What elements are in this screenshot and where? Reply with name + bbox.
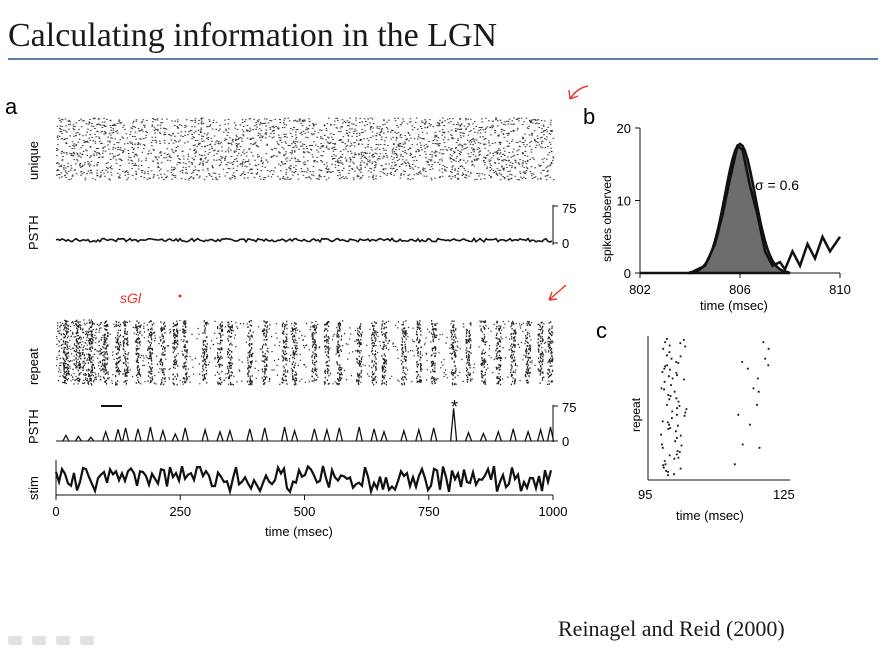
figure: a unique PSTH 75 0 sGl repeat PSTH * 75 … <box>5 85 851 539</box>
psth-peak <box>380 429 388 442</box>
panel-a-x-tick-label: 250 <box>169 504 191 519</box>
repeat-raster <box>56 319 554 386</box>
red-dot <box>178 294 182 298</box>
psth-bottom-tick-label-75: 75 <box>562 400 576 415</box>
psth-bottom-label: PSTH <box>26 409 41 444</box>
panel-c-ylabel: repeat <box>629 397 643 432</box>
unique-label: unique <box>26 141 41 180</box>
psth-peak <box>524 429 532 442</box>
psth-peak <box>246 428 254 442</box>
pen-icon[interactable] <box>32 636 46 645</box>
panel-a-x-tick-label: 1000 <box>539 504 568 519</box>
psth-peak <box>323 427 331 442</box>
psth-peak <box>430 427 438 442</box>
stim-trace <box>54 464 553 496</box>
stim-label: stim <box>26 476 41 500</box>
psth-peak <box>87 436 95 442</box>
panel-c-xtick-95: 95 <box>638 487 652 502</box>
menu-icon[interactable] <box>56 636 70 645</box>
next-slide-icon[interactable] <box>80 636 94 645</box>
psth-peak <box>280 426 289 442</box>
psth-peak <box>400 428 408 442</box>
panel-a-x-tick-label: 750 <box>418 504 440 519</box>
psth-peak <box>370 428 378 442</box>
psth-peak <box>171 432 179 442</box>
panel-a-x-tick-label: 0 <box>52 504 59 519</box>
psth-peak <box>290 428 299 442</box>
psth-peak <box>415 427 423 442</box>
psth-peak <box>536 427 545 442</box>
psth-peak <box>62 434 70 442</box>
psth-peak <box>464 430 473 442</box>
panel-a-label: a <box>5 94 18 119</box>
panel-b-x-tick-label: 802 <box>629 282 651 297</box>
psth-peak <box>181 427 189 442</box>
psth-bottom-tick-label-0: 0 <box>562 434 569 449</box>
psth-peak <box>201 427 209 442</box>
red-arrow-bottom <box>548 284 567 301</box>
psth-peak <box>310 428 319 442</box>
psth-peak <box>449 408 458 442</box>
panel-a-x-tick-label: 500 <box>294 504 316 519</box>
repeat-label: repeat <box>26 348 41 385</box>
panel-b-x-tick-label: 806 <box>729 282 751 297</box>
panel-b-ylabel: spikes observed <box>600 175 614 262</box>
psth-peak <box>216 429 224 442</box>
panel-b-gauss-fill <box>688 142 791 275</box>
panel-c-label: c <box>596 318 607 343</box>
psth-peak <box>134 428 142 442</box>
panel-b-x-tick-label: 810 <box>829 282 851 297</box>
repeat-raster-dots <box>56 319 554 386</box>
citation: Reinagel and Reid (2000) <box>558 616 785 641</box>
slide-title: Calculating information in the LGN <box>8 17 498 54</box>
psth-peak <box>159 428 167 442</box>
panel-b-trace <box>640 143 842 275</box>
panel-b-y-tick-label: 10 <box>617 194 631 209</box>
panel-c-xtick-125: 125 <box>773 487 795 502</box>
psth-peak <box>114 429 122 442</box>
psth-top-tick-label-0: 0 <box>562 236 569 251</box>
handwritten-note: sGl <box>120 290 142 306</box>
psth-peak <box>102 429 110 442</box>
panel-c-dots <box>660 338 770 477</box>
slide-controls[interactable] <box>8 636 94 645</box>
panel-b-label: b <box>583 104 595 129</box>
psth-peak <box>479 431 488 442</box>
panel-c-xlabel: time (msec) <box>676 508 744 523</box>
psth-top-label: PSTH <box>26 215 41 250</box>
unique-raster-dots <box>56 117 555 181</box>
psth-peak <box>261 427 269 442</box>
asterisk-marker: * <box>451 397 458 417</box>
psth-peak <box>146 426 155 442</box>
panel-b-y-tick-label: 0 <box>624 266 631 281</box>
psth-peak <box>509 428 517 442</box>
title-rule <box>8 58 878 60</box>
unique-raster <box>56 117 555 181</box>
psth-bottom-trace <box>62 408 555 442</box>
psth-peak <box>226 428 234 442</box>
psth-peak <box>546 426 555 442</box>
prev-slide-icon[interactable] <box>8 636 22 645</box>
psth-peak <box>494 429 502 442</box>
psth-peak <box>121 427 130 442</box>
psth-peak <box>355 426 363 442</box>
panel-a-xlabel: time (msec) <box>265 524 333 539</box>
panel-a-x-ticks: 0 250 500 750 1000 <box>52 495 567 519</box>
psth-top-tick-label-75: 75 <box>562 201 576 216</box>
psth-peak <box>74 435 82 442</box>
psth-peak <box>335 427 343 442</box>
psth-top-trace <box>55 237 553 244</box>
red-arrow-top <box>568 85 589 100</box>
panel-c-scatter <box>660 338 770 477</box>
panel-b-y-tick-label: 20 <box>617 121 631 136</box>
panel-b-xlabel: time (msec) <box>700 298 768 313</box>
panel-b-annotation: σ = 0.6 <box>755 177 799 193</box>
